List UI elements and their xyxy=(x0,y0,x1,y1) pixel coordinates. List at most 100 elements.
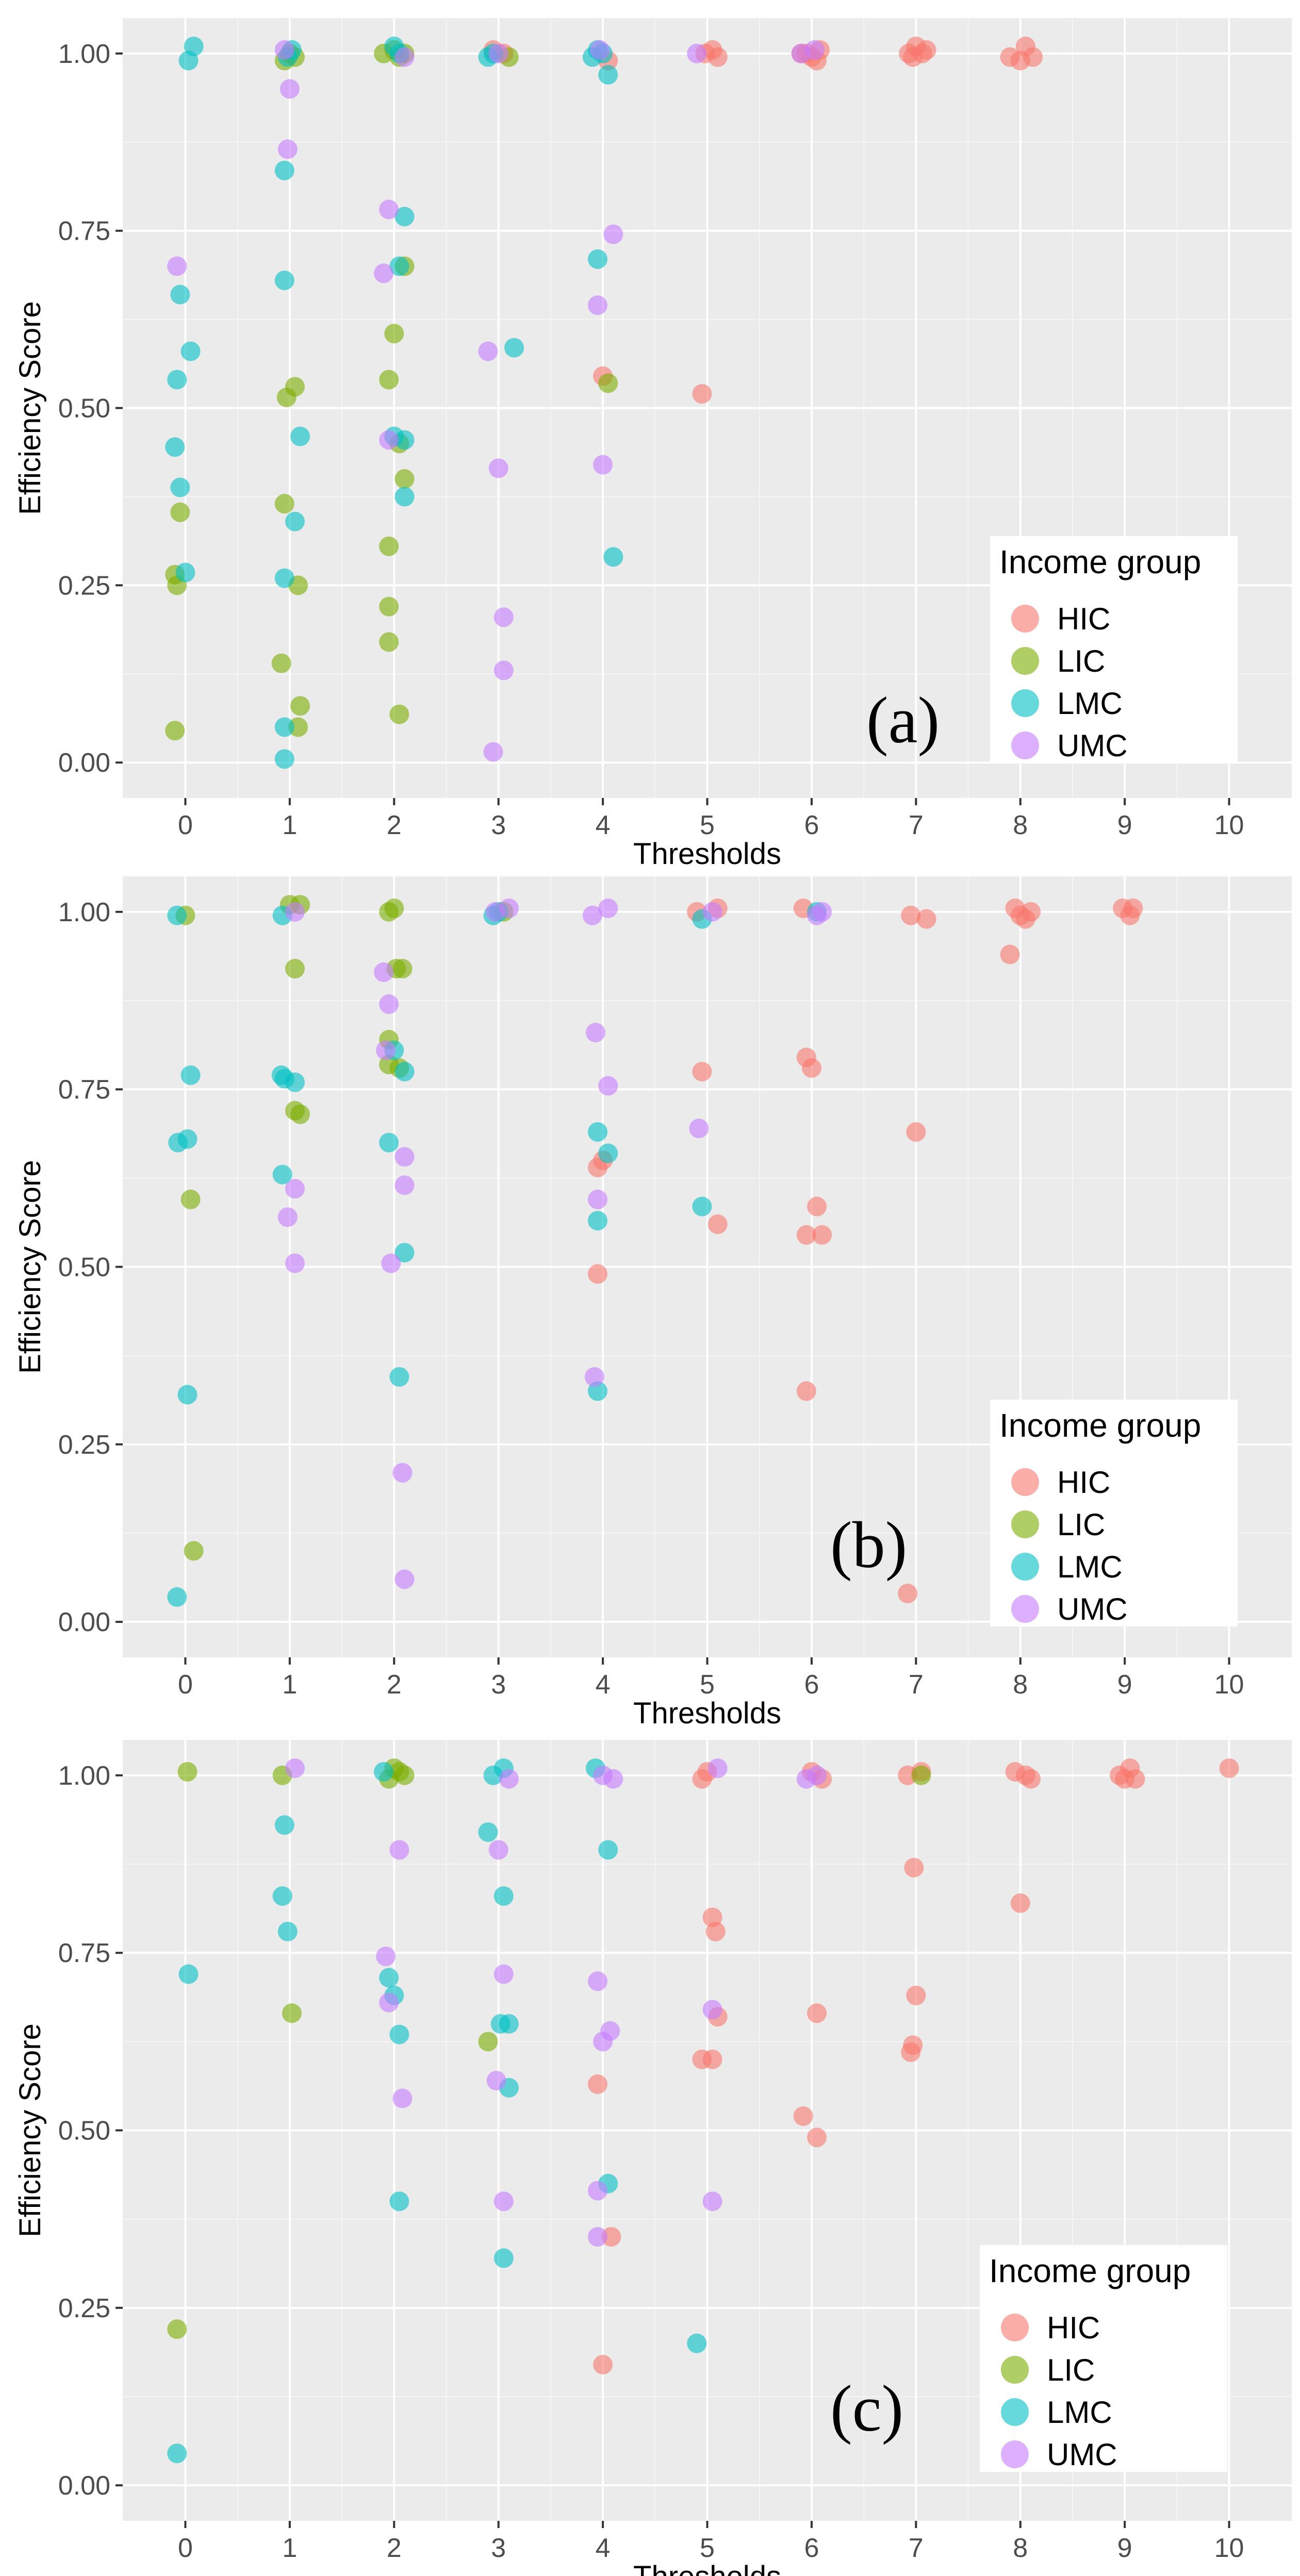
data-point-hic xyxy=(702,2049,722,2069)
legend-title: Income group xyxy=(989,2252,1191,2289)
data-point-umc xyxy=(376,1040,396,1060)
legend-key-umc xyxy=(1011,1595,1039,1623)
legend-label-lic: LIC xyxy=(1057,644,1105,678)
data-point-lmc xyxy=(687,2333,707,2353)
data-point-hic xyxy=(1010,51,1030,71)
data-point-umc xyxy=(493,1964,514,1984)
data-point-umc xyxy=(488,1840,508,1860)
legend: Income group HIC LIC LMC UMC xyxy=(990,536,1238,763)
data-point-lmc xyxy=(167,370,187,390)
data-point-lmc xyxy=(394,487,415,507)
x-tick-label: 8 xyxy=(1013,810,1028,840)
x-tick-label: 1 xyxy=(282,810,297,840)
data-point-umc xyxy=(804,40,825,60)
data-point-hic xyxy=(904,1857,924,1877)
data-point-lic xyxy=(282,2003,302,2023)
y-tick-label: 0.50 xyxy=(58,1253,110,1283)
x-tick-label: 0 xyxy=(178,1670,193,1700)
x-tick-label: 3 xyxy=(491,1670,506,1700)
x-tick-label: 9 xyxy=(1117,810,1132,840)
x-tick-label: 5 xyxy=(700,810,715,840)
data-point-umc xyxy=(392,1462,413,1483)
data-point-umc xyxy=(379,994,399,1014)
data-point-lmc xyxy=(177,1129,198,1149)
data-point-lmc xyxy=(379,1968,399,1988)
y-tick-label: 0.25 xyxy=(58,1430,110,1460)
data-point-umc xyxy=(488,43,508,63)
data-point-umc xyxy=(499,1769,519,1789)
legend-key-umc xyxy=(1001,2440,1029,2468)
data-point-umc xyxy=(381,1253,401,1273)
legend-key-umc xyxy=(1011,732,1039,759)
data-point-lic xyxy=(384,324,404,344)
x-tick-label: 1 xyxy=(282,2533,297,2563)
legend-label-umc: UMC xyxy=(1057,728,1128,763)
data-point-umc xyxy=(483,742,503,762)
data-point-umc xyxy=(167,256,187,276)
data-point-hic xyxy=(707,47,728,67)
data-point-lic xyxy=(271,653,291,673)
x-tick-label: 10 xyxy=(1214,1670,1244,1700)
data-point-hic xyxy=(1000,944,1020,965)
data-point-lic xyxy=(394,469,415,489)
data-point-umc xyxy=(374,962,394,982)
chart-panel-b: 0.00 0.25 0.50 0.75 1.00 0 1 2 3 4 5 6 7 8 9 10 Threshol… xyxy=(13,876,1292,1730)
data-point-umc xyxy=(590,40,610,60)
x-tick-label: 1 xyxy=(282,1670,297,1700)
data-point-lmc xyxy=(178,1964,199,1984)
y-tick-label: 0.25 xyxy=(58,2294,110,2323)
y-tick-label: 0.75 xyxy=(58,217,110,246)
data-point-umc xyxy=(277,139,298,159)
x-tick-label: 4 xyxy=(596,1670,611,1700)
x-tick-label: 8 xyxy=(1013,1670,1028,1700)
data-point-lmc xyxy=(272,1165,292,1185)
x-tick-label: 6 xyxy=(804,810,819,840)
data-point-lmc xyxy=(587,1210,607,1231)
data-point-lmc xyxy=(177,1385,198,1405)
data-point-lmc xyxy=(277,1921,298,1941)
data-point-hic xyxy=(692,384,712,404)
legend-label-lic: LIC xyxy=(1047,2353,1095,2387)
legend-label-umc: UMC xyxy=(1057,1592,1128,1626)
data-point-hic xyxy=(587,2074,607,2094)
data-point-hic xyxy=(796,1381,816,1401)
series-UMC xyxy=(167,40,825,762)
data-point-umc xyxy=(394,1147,415,1167)
data-point-umc xyxy=(689,1118,709,1138)
data-point-lmc xyxy=(180,1065,201,1085)
x-tick-label: 10 xyxy=(1214,810,1244,840)
data-point-umc xyxy=(392,2088,413,2108)
legend-key-lic xyxy=(1011,1510,1039,1538)
legend-label-hic: HIC xyxy=(1057,1465,1110,1500)
data-point-lmc xyxy=(167,2444,187,2464)
x-tick-label: 4 xyxy=(596,810,611,840)
data-point-hic xyxy=(1219,1758,1239,1779)
chart-panel-a: 0.00 0.25 0.50 0.75 1.00 0 1 2 3 4 5 6 7 8 9 10 Threshol… xyxy=(13,18,1292,871)
data-point-umc xyxy=(478,341,498,361)
data-point-lmc xyxy=(394,1061,415,1082)
x-tick-label: 9 xyxy=(1117,1670,1132,1700)
data-point-hic xyxy=(601,2227,621,2247)
data-point-hic xyxy=(692,1061,712,1082)
data-point-umc xyxy=(279,79,300,99)
y-tick-label: 0.75 xyxy=(58,1938,110,1968)
x-tick-label: 7 xyxy=(909,2533,924,2563)
data-point-lic xyxy=(180,1189,201,1209)
chart-panel-c: 0.00 0.25 0.50 0.75 1.00 0 1 2 3 4 5 6 7 8 9 10 Threshol… xyxy=(13,1740,1292,2576)
data-point-lmc xyxy=(394,1242,415,1262)
data-point-lic xyxy=(165,721,185,741)
data-point-umc xyxy=(582,905,602,925)
data-point-hic xyxy=(1021,1769,1041,1789)
data-point-lic xyxy=(478,2032,498,2052)
data-point-lic xyxy=(177,1761,198,1782)
x-tick-label: 4 xyxy=(596,2533,611,2563)
data-point-umc xyxy=(394,47,415,67)
x-tick-label: 0 xyxy=(178,2533,193,2563)
data-point-umc xyxy=(812,902,832,922)
x-axis-title: Thresholds xyxy=(633,837,781,871)
data-point-lmc xyxy=(389,256,409,276)
legend-key-lmc xyxy=(1001,2398,1029,2426)
data-point-hic xyxy=(906,1985,926,2005)
series-HIC xyxy=(587,898,1143,1604)
data-point-umc xyxy=(493,660,514,680)
